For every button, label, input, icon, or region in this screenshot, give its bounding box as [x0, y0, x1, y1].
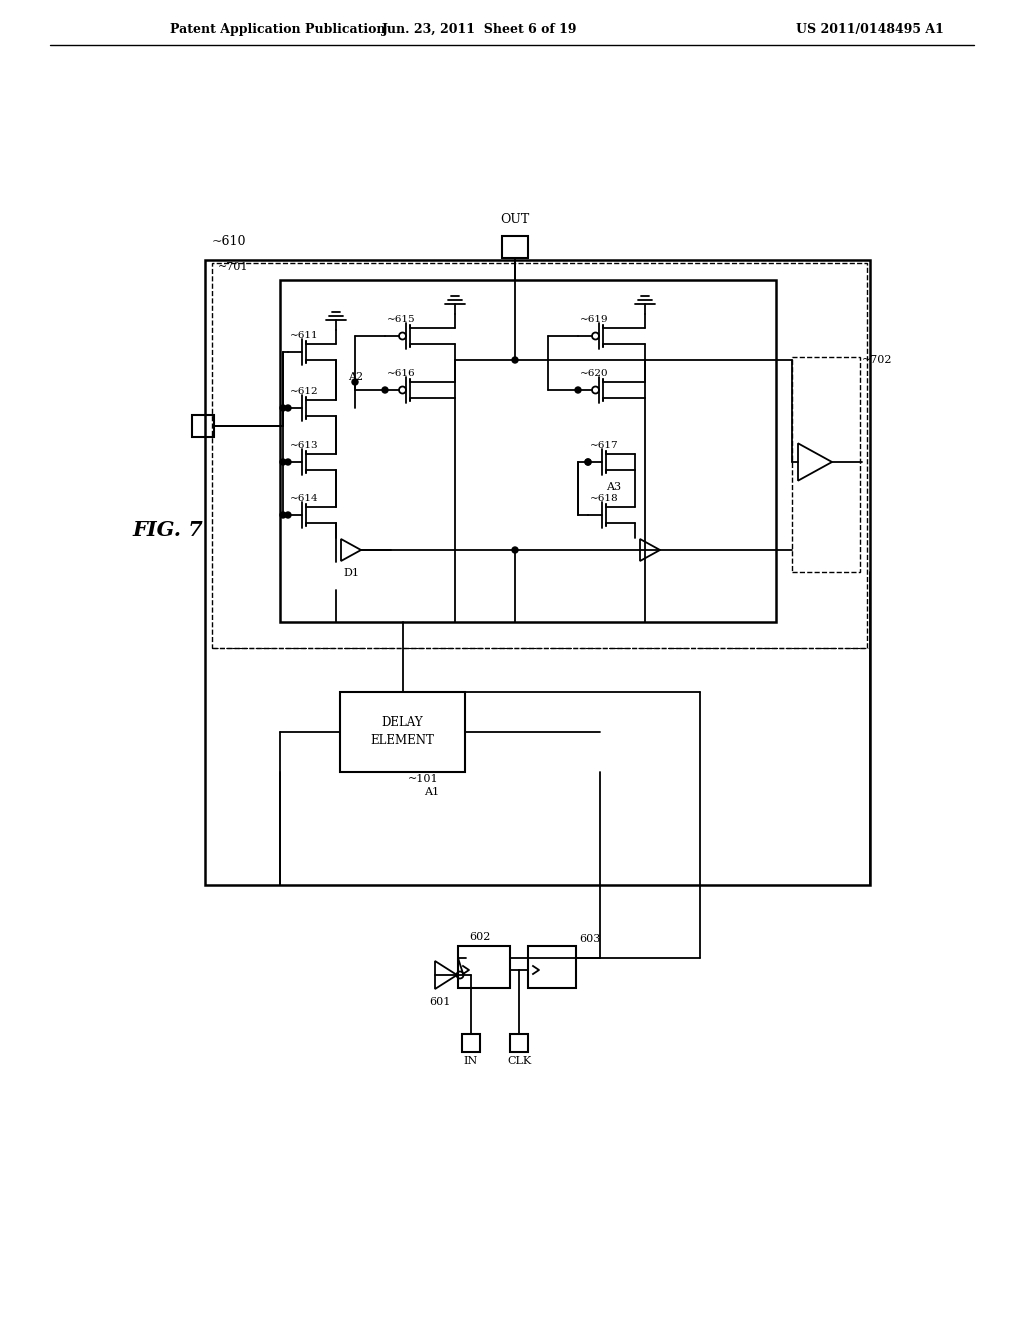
Circle shape: [512, 546, 518, 553]
Text: ~615: ~615: [387, 315, 416, 323]
Bar: [280, 280, 776, 622]
Bar: [212, 263, 867, 648]
Circle shape: [285, 512, 291, 517]
Bar: [340, 692, 465, 772]
Bar: [510, 1034, 528, 1052]
Text: FIG. 7: FIG. 7: [133, 520, 204, 540]
Text: 603: 603: [579, 935, 600, 944]
Text: ~614: ~614: [290, 494, 318, 503]
Circle shape: [285, 459, 291, 465]
Circle shape: [280, 512, 286, 517]
Circle shape: [280, 405, 286, 411]
Text: Jun. 23, 2011  Sheet 6 of 19: Jun. 23, 2011 Sheet 6 of 19: [382, 24, 578, 37]
Text: ~611: ~611: [290, 331, 318, 341]
Text: DELAY: DELAY: [382, 715, 423, 729]
Text: ~617: ~617: [590, 441, 618, 450]
Circle shape: [512, 356, 518, 363]
Text: ~616: ~616: [387, 370, 416, 378]
Text: IN: IN: [464, 1056, 478, 1067]
Text: D1: D1: [343, 568, 359, 578]
Text: US 2011/0148495 A1: US 2011/0148495 A1: [796, 24, 944, 37]
Bar: [792, 356, 860, 572]
Text: ~101: ~101: [408, 774, 438, 784]
Text: A1: A1: [425, 787, 439, 797]
Text: ~620: ~620: [580, 370, 608, 378]
Text: ~702: ~702: [862, 355, 893, 366]
Bar: [205, 260, 870, 884]
Circle shape: [585, 459, 591, 465]
Text: ~618: ~618: [590, 494, 618, 503]
Text: ~619: ~619: [580, 315, 608, 323]
Circle shape: [575, 387, 581, 393]
Text: ~610: ~610: [212, 235, 247, 248]
Text: ~612: ~612: [290, 387, 318, 396]
Text: 602: 602: [469, 932, 490, 942]
Circle shape: [285, 405, 291, 411]
Circle shape: [585, 459, 591, 465]
Bar: [458, 946, 510, 987]
Text: OUT: OUT: [501, 213, 529, 226]
Bar: [193, 414, 214, 437]
Circle shape: [352, 379, 358, 385]
Text: 601: 601: [429, 997, 451, 1007]
Bar: [502, 236, 528, 257]
Text: ~613: ~613: [290, 441, 318, 450]
Bar: [528, 946, 575, 987]
Text: CLK: CLK: [507, 1056, 531, 1067]
Text: ~701: ~701: [218, 261, 249, 272]
Circle shape: [280, 459, 286, 465]
Circle shape: [382, 387, 388, 393]
Text: Patent Application Publication: Patent Application Publication: [170, 24, 385, 37]
Text: A2: A2: [348, 372, 364, 381]
Text: A3: A3: [606, 482, 622, 492]
Bar: [462, 1034, 480, 1052]
Text: ELEMENT: ELEMENT: [371, 734, 434, 747]
